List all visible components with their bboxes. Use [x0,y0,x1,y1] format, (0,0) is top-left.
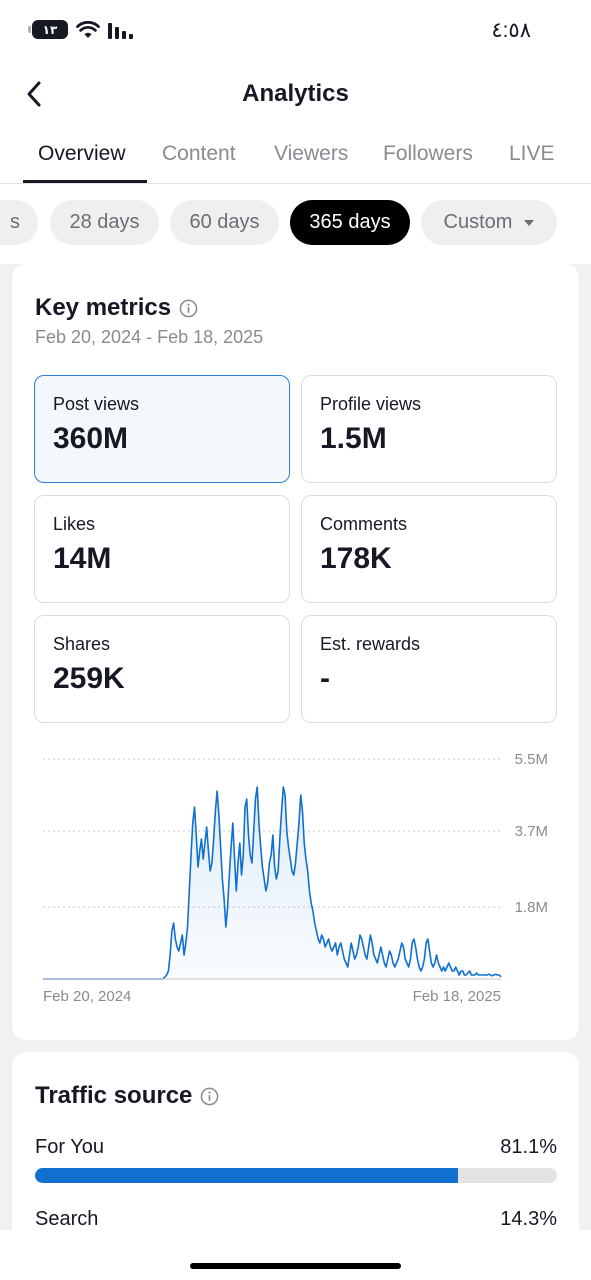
metric-shares[interactable]: Shares 259K [34,615,290,723]
analytics-tabs: Overview Content Viewers Followers LIVE [0,126,591,184]
filter-chip-label: 365 days [309,211,391,233]
key-metrics-title: Key metrics [35,294,172,321]
filter-chip-custom[interactable]: Custom [421,200,557,245]
traffic-label: Search [35,1208,99,1230]
traffic-row-search: Search 14.3% [35,1208,557,1231]
status-bar: ١٣ ٤:٥٨ [0,0,591,62]
metric-value: 1.5M [320,422,387,455]
traffic-source-card: Traffic source For You 81.1% Search 14.3… [12,1052,579,1242]
metric-likes[interactable]: Likes 14M [34,495,290,603]
tab-content[interactable]: Content [162,142,236,165]
metric-label: Post views [53,394,140,414]
filter-chip-partial[interactable]: s [0,200,38,245]
home-indicator[interactable] [190,1263,401,1269]
battery-icon: ١٣ [28,20,68,39]
metric-value: 259K [53,662,125,695]
post-views-chart[interactable]: 5.5M 3.7M 1.8M Feb 20, 2024 Feb 18, 2025 [12,749,579,1009]
x-axis-start-label: Feb 20, 2024 [43,988,131,1005]
traffic-title-row: Traffic source [35,1082,219,1110]
chart-area-fill [43,787,501,979]
info-icon[interactable] [200,1087,219,1106]
metric-label: Est. rewards [320,634,421,654]
metric-value: 178K [320,542,392,575]
signal-icon [108,22,133,39]
metric-value: - [320,662,330,695]
date-filter-bar: s 28 days 60 days 365 days Custom [0,184,591,264]
traffic-bar-for-you [35,1168,557,1183]
wifi-icon [76,20,100,38]
top-navbar: Analytics [0,62,591,126]
chevron-left-icon [27,81,41,107]
caret-down-icon [524,219,535,226]
date-range: Feb 20, 2024 - Feb 18, 2025 [35,327,264,347]
metric-value: 14M [53,542,112,575]
y-axis-tick-label: 3.7M [515,823,548,840]
back-button[interactable] [18,76,50,112]
traffic-row-for-you: For You 81.1% [35,1136,557,1159]
traffic-value: 14.3% [500,1208,557,1230]
filter-chip-label: 28 days [69,211,140,233]
page-title: Analytics [242,80,349,107]
tab-indicator [23,180,147,183]
key-metrics-card: Key metrics Feb 20, 2024 - Feb 18, 2025 … [12,264,579,1040]
filter-chip-28-days[interactable]: 28 days [50,200,159,245]
metric-value: 360M [53,422,129,455]
tab-overview[interactable]: Overview [38,142,126,165]
tab-followers[interactable]: Followers [383,142,473,165]
traffic-value: 81.1% [500,1136,557,1158]
y-axis-tick-label: 1.8M [515,899,548,916]
x-axis-end-label: Feb 18, 2025 [413,988,501,1005]
filter-chip-60-days[interactable]: 60 days [170,200,279,245]
traffic-bar-fill [35,1168,459,1183]
status-time: ٤:٥٨ [491,19,531,42]
metric-est-rewards[interactable]: Est. rewards - [301,615,557,723]
y-axis-tick-label: 5.5M [515,751,548,768]
metric-label: Profile views [320,394,422,414]
tab-viewers[interactable]: Viewers [274,142,349,165]
home-bar [0,1230,591,1280]
info-icon[interactable] [179,299,198,318]
metric-comments[interactable]: Comments 178K [301,495,557,603]
key-metrics-title-row: Key metrics [35,294,198,322]
traffic-label: For You [35,1136,104,1158]
traffic-source-title: Traffic source [35,1082,193,1109]
metric-label: Likes [53,514,96,534]
metric-post-views[interactable]: Post views 360M [34,375,290,483]
filter-chip-365-days[interactable]: 365 days [290,200,410,245]
metric-profile-views[interactable]: Profile views 1.5M [301,375,557,483]
status-icons: ١٣ [28,20,136,39]
metric-label: Shares [53,634,111,654]
metric-label: Comments [320,514,408,534]
filter-chip-label: 60 days [189,211,260,233]
tab-live[interactable]: LIVE [509,142,555,165]
filter-chip-label: s [10,211,20,233]
filter-chip-label: Custom [443,211,513,233]
chart-svg: 5.5M 3.7M 1.8M Feb 20, 2024 Feb 18, 2025 [43,751,548,1005]
